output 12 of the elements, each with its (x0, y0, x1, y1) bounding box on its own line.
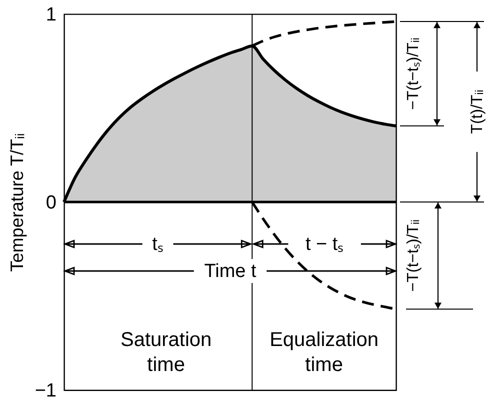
annotation: Equalization time (270, 329, 379, 376)
y-axis-title: Temperature T/Tᵢᵢ (6, 133, 27, 272)
annotation: tₛ (152, 234, 164, 255)
text: −T(t−tₛ)/Tᵢᵢ (405, 219, 422, 292)
annotation: Saturation time (120, 329, 212, 376)
text: −T(t−tₛ)/Tᵢᵢ (405, 38, 422, 110)
y-tick-label: −1 (34, 380, 56, 402)
annotation: t − tₛ (305, 234, 344, 255)
annotation: Time t (204, 261, 258, 282)
y-tick-label: 0 (46, 192, 56, 214)
y-tick-label: 1 (46, 4, 56, 26)
text: T(t)/Tᵢᵢ (469, 90, 486, 134)
